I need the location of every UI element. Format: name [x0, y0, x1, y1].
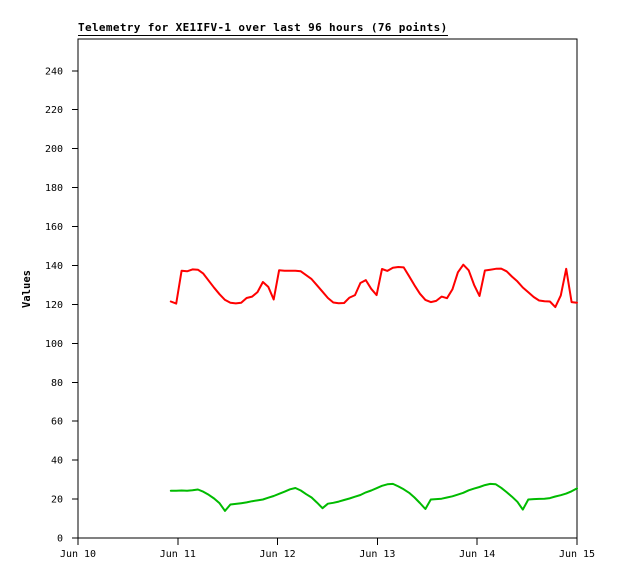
y-tick-label: 180 [45, 183, 63, 194]
y-tick-label: 60 [51, 417, 63, 428]
y-tick-label: 220 [45, 105, 63, 116]
y-tick-label: 40 [51, 456, 63, 467]
y-tick-label: 160 [45, 222, 63, 233]
x-tick-label: Jun 11 [160, 549, 196, 560]
y-tick-label: 100 [45, 339, 63, 350]
y-tick-label: 20 [51, 495, 63, 506]
y-tick-label: 140 [45, 261, 63, 272]
x-tick-label: Jun 10 [60, 549, 96, 560]
chart-title: Telemetry for XE1IFV-1 over last 96 hour… [78, 21, 448, 36]
green-series-line [169, 482, 578, 512]
x-tick-label: Jun 15 [559, 549, 595, 560]
y-tick-label: 120 [45, 300, 63, 311]
y-tick-label: 240 [45, 66, 63, 77]
plot-border [77, 38, 578, 539]
y-tick-label: 80 [51, 378, 63, 389]
y-tick-label: 0 [57, 534, 63, 545]
y-tick-label: 200 [45, 144, 63, 155]
red-series-line [169, 263, 578, 309]
x-tick-label: Jun 14 [459, 549, 495, 560]
x-tick-label: Jun 12 [260, 549, 296, 560]
x-tick-label: Jun 13 [359, 549, 395, 560]
y-axis-title: Values [21, 270, 33, 308]
